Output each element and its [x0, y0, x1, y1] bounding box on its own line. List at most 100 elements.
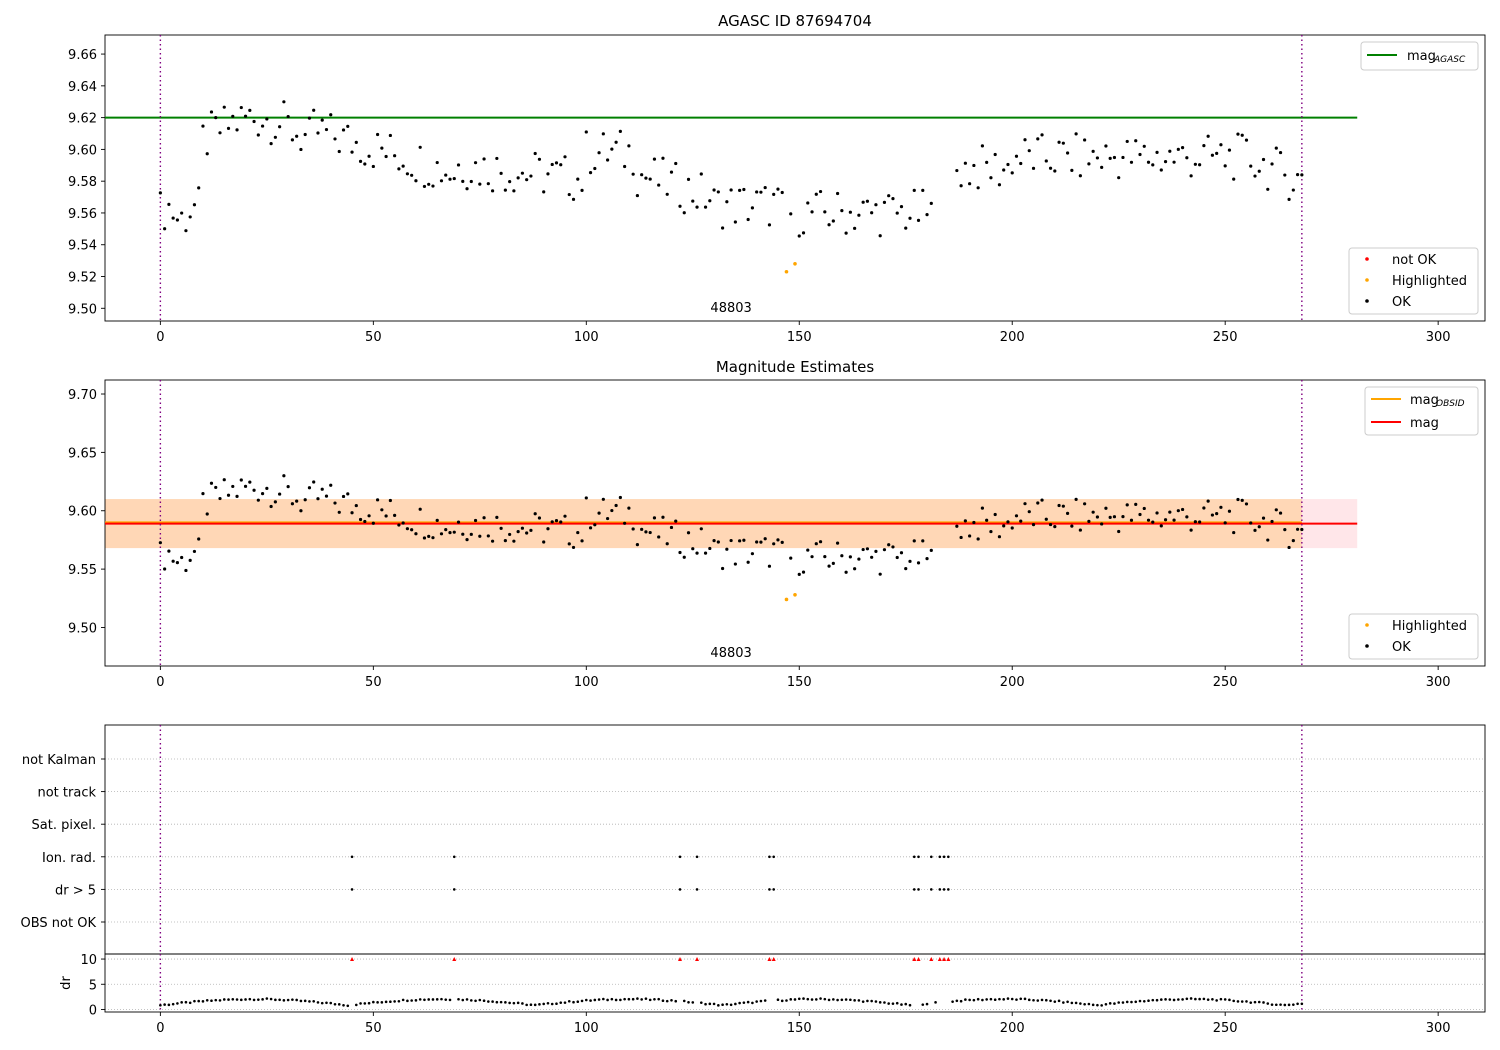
ok-point: [678, 204, 682, 208]
dr-point: [738, 1001, 741, 1005]
dr-point: [1134, 1000, 1138, 1004]
ok-point: [1121, 515, 1125, 519]
dr-point: [1257, 1000, 1261, 1004]
ok-point: [482, 516, 486, 520]
dr-point: [282, 999, 286, 1002]
ok-point: [759, 540, 763, 544]
dr-point: [1300, 1002, 1304, 1006]
ok-point: [354, 503, 358, 508]
ok-point: [499, 526, 503, 530]
ok-point: [256, 133, 260, 137]
dr-point: [176, 1002, 179, 1005]
dr-point: [171, 1002, 175, 1006]
ok-point: [593, 166, 597, 171]
legend-subscript-agasc: AGASC: [1433, 55, 1466, 65]
ok-point: [904, 566, 908, 571]
ok-point: [316, 497, 320, 501]
ok-point: [1027, 510, 1031, 514]
ok-point: [1159, 524, 1163, 528]
dr-point: [993, 998, 997, 1001]
ok-point: [733, 220, 737, 224]
dr-point: [742, 1001, 746, 1004]
dr-point: [712, 1002, 716, 1006]
dr-point: [316, 1001, 320, 1004]
ok-point: [1168, 149, 1172, 153]
ok-point: [695, 205, 699, 209]
ok-point: [1257, 525, 1261, 529]
ok-point: [818, 540, 823, 544]
ok-point: [341, 494, 346, 499]
ok-point: [452, 176, 456, 181]
dr-point: [418, 998, 422, 1001]
ok-point: [767, 223, 772, 227]
dr-point: [810, 998, 814, 1001]
y-tick-label: 9.60: [68, 505, 97, 520]
dr-point: [538, 1003, 541, 1006]
ok-point: [1142, 506, 1146, 511]
ok-point: [1048, 522, 1053, 527]
ok-point: [1074, 132, 1078, 136]
ok-point: [1019, 519, 1023, 523]
ok-point: [1078, 174, 1082, 178]
dr-point: [312, 999, 316, 1003]
dr-point: [1117, 1001, 1121, 1004]
legend-marker: [1365, 278, 1369, 282]
dr-point: [789, 998, 793, 1001]
ok-point: [1108, 156, 1112, 161]
ok-point: [171, 216, 175, 220]
ok-point: [533, 512, 537, 516]
ok-point: [1180, 507, 1185, 512]
dr-point: [981, 998, 984, 1002]
ok-point: [1014, 514, 1019, 518]
ok-point: [1065, 511, 1070, 515]
ok-point: [320, 487, 324, 491]
ok-point: [976, 186, 980, 190]
ok-point: [201, 492, 205, 496]
ok-point: [384, 154, 388, 159]
ok-point: [1159, 168, 1163, 172]
ok-point: [610, 147, 614, 151]
ok-point: [397, 523, 401, 527]
ok-point: [703, 205, 708, 209]
ok-point: [853, 567, 857, 571]
ok-point: [1261, 157, 1266, 162]
dr-point: [674, 999, 678, 1003]
dr-point: [1219, 997, 1223, 1001]
ok-point: [716, 540, 720, 544]
ok-point: [299, 509, 303, 513]
dr-point: [295, 998, 298, 1002]
dr-point: [248, 997, 252, 1001]
dr-overflow-marker: [771, 957, 776, 962]
ok-point: [814, 542, 818, 546]
ok-point: [1087, 162, 1091, 166]
ok-point: [282, 100, 286, 104]
dr-point: [1130, 1000, 1133, 1004]
ok-point: [1176, 147, 1180, 151]
y-tick-label: 9.50: [68, 621, 97, 636]
ok-point: [865, 547, 870, 551]
ok-point: [312, 480, 316, 484]
dr-point: [1121, 1001, 1125, 1004]
dr-point: [1062, 1001, 1065, 1004]
dr-overflow-marker: [946, 957, 951, 962]
top-title: AGASC ID 87694704: [718, 12, 872, 30]
dr-point: [836, 998, 839, 1002]
ok-point: [478, 534, 482, 538]
ok-point: [763, 185, 767, 190]
dr-point: [1151, 998, 1155, 1002]
dr-point: [972, 998, 976, 1002]
x-tick-label: 300: [1426, 675, 1451, 690]
dr-point: [849, 998, 852, 1002]
ok-point: [980, 506, 985, 510]
y-tick-label: 9.50: [68, 302, 97, 317]
dr-point: [759, 999, 763, 1003]
x-tick-label: 50: [365, 330, 382, 345]
ok-point: [708, 199, 712, 203]
ok-point: [1031, 166, 1036, 170]
dr-point: [819, 997, 822, 1000]
dr-point: [763, 999, 767, 1002]
dr-ylabel: dr: [59, 976, 74, 990]
dr-point: [976, 997, 980, 1001]
ok-point: [746, 217, 750, 222]
dr-point: [329, 1001, 333, 1005]
